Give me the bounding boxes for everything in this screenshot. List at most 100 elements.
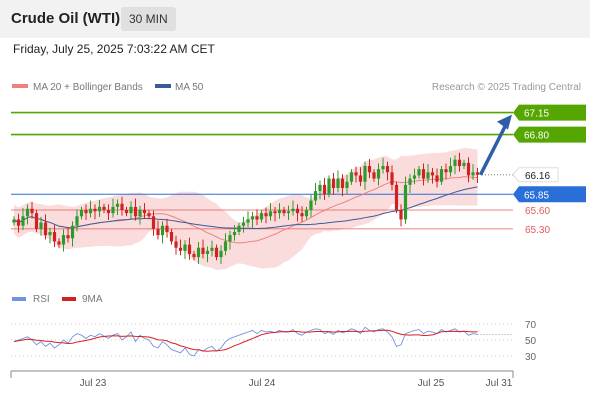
- candle: [16, 213, 21, 233]
- candle-body: [255, 216, 259, 220]
- candle: [444, 163, 448, 180]
- candle-body: [331, 178, 336, 188]
- candle: [349, 169, 354, 185]
- chart-legend: MA 20 + Bollinger Bands MA 50 Research ©…: [12, 82, 581, 93]
- candle: [448, 157, 453, 177]
- candle-body: [93, 208, 97, 212]
- level-labels: 67.15 66.80 66.16 65.85 65.60 65.30: [512, 104, 586, 236]
- time-tick-label: Jul 23: [80, 378, 107, 389]
- candle-body: [390, 172, 394, 185]
- candle: [192, 250, 196, 261]
- candle: [300, 206, 304, 222]
- candle-body: [304, 210, 309, 217]
- candle: [201, 239, 205, 259]
- candle-body: [124, 210, 129, 214]
- candle: [475, 167, 480, 183]
- candle: [259, 210, 264, 223]
- level-label-66-80: 66.80: [524, 131, 549, 142]
- candle-body: [61, 235, 66, 245]
- candle-body: [313, 191, 318, 201]
- candle-body: [214, 247, 219, 258]
- candle-body: [34, 213, 39, 229]
- candle: [12, 216, 16, 226]
- candle: [178, 239, 183, 256]
- candle-body: [246, 219, 250, 223]
- rsi-legend: RSI 9MA: [12, 294, 103, 305]
- candle-body: [75, 216, 79, 226]
- candle-body: [309, 200, 313, 210]
- candle-body: [475, 172, 480, 175]
- candle-body: [376, 169, 381, 179]
- candle: [318, 180, 322, 200]
- candle-body: [210, 247, 214, 251]
- candle-body: [111, 206, 115, 214]
- candle-body: [291, 208, 295, 212]
- candle: [381, 157, 385, 174]
- candle-body: [430, 172, 435, 176]
- candle: [228, 230, 232, 250]
- candle: [250, 211, 255, 228]
- candle: [115, 199, 120, 216]
- candle: [151, 210, 156, 236]
- candle-body: [115, 203, 120, 207]
- level-label-65-85: 65.85: [524, 190, 549, 201]
- candle: [264, 207, 268, 224]
- candle-body: [88, 208, 93, 214]
- bollinger-band: [14, 147, 478, 270]
- rsi-legend-swatch: [12, 297, 26, 301]
- level-label-67-15: 67.15: [524, 109, 549, 120]
- candle-body: [219, 250, 223, 258]
- candle-body: [349, 172, 354, 182]
- rsi-line: [13, 326, 478, 357]
- candle-body: [147, 213, 151, 217]
- instrument-title: Crude Oil (WTI): [11, 10, 121, 27]
- rsi-legend-label: RSI: [33, 294, 50, 305]
- candle-body: [43, 222, 48, 236]
- candle: [412, 168, 417, 185]
- candle: [466, 157, 471, 183]
- timeframe-badge[interactable]: 30 MIN: [121, 7, 176, 31]
- level-label-65-60: 65.60: [525, 206, 550, 217]
- candle: [268, 203, 273, 221]
- candle-body: [408, 178, 412, 185]
- candle: [160, 221, 165, 244]
- candle: [394, 181, 399, 214]
- candle: [286, 205, 291, 221]
- candle-body: [439, 169, 444, 182]
- candle-body: [187, 244, 192, 254]
- candle-body: [394, 184, 399, 210]
- candle: [309, 194, 313, 217]
- candle-body: [466, 162, 471, 176]
- candle: [358, 167, 363, 187]
- candle: [25, 204, 30, 225]
- candle: [88, 200, 93, 218]
- candle: [133, 198, 138, 221]
- candle: [237, 222, 241, 236]
- candle: [430, 167, 435, 184]
- last-price-label: 66.16: [525, 171, 550, 182]
- candle: [156, 220, 160, 240]
- candle-body: [403, 184, 408, 220]
- candle-body: [462, 162, 466, 166]
- candle-body: [25, 208, 30, 217]
- candle-body: [228, 235, 232, 242]
- candle-body: [156, 228, 160, 236]
- candle-body: [277, 210, 282, 214]
- candle: [106, 204, 111, 221]
- candle: [282, 206, 286, 217]
- candle: [70, 221, 75, 247]
- candle-body: [16, 219, 21, 226]
- level-label-bg-65-85: [513, 186, 586, 203]
- level-label-bg-66-80: [513, 126, 586, 143]
- candle-body: [372, 172, 376, 179]
- candle: [376, 163, 381, 186]
- candle: [169, 228, 174, 245]
- candle: [174, 235, 178, 255]
- candle-body: [57, 241, 61, 245]
- ma50-legend-swatch: [155, 84, 171, 88]
- candle-body: [286, 211, 291, 214]
- header-bar: Crude Oil (WTI) 30 MIN: [0, 0, 590, 38]
- candle: [403, 176, 408, 224]
- candle-body: [30, 208, 34, 214]
- candle-body: [192, 254, 196, 258]
